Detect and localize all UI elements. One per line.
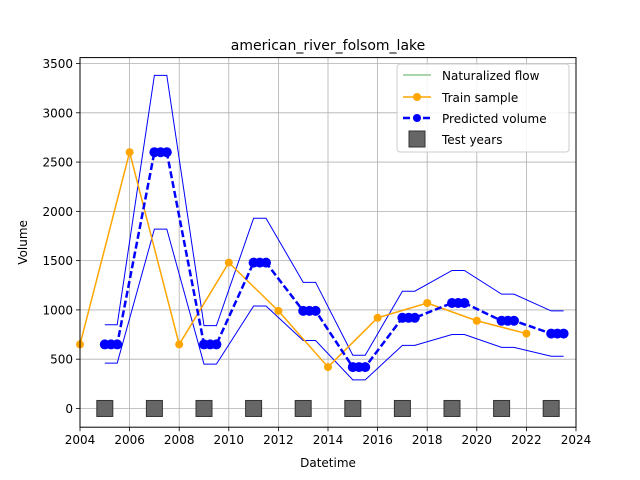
x-tick-label: 2004 (65, 433, 96, 447)
legend-test-label: Test years (441, 133, 502, 147)
legend-predicted-marker (413, 114, 421, 122)
train-sample-point (324, 363, 332, 372)
y-tick-label: 2000 (42, 205, 73, 219)
test-year-marker (542, 399, 560, 417)
train-sample-point (224, 258, 233, 267)
legend-test-swatch (408, 130, 426, 148)
y-tick-label: 500 (50, 353, 73, 367)
predicted-volume-point (211, 339, 222, 350)
x-tick-label: 2024 (561, 433, 592, 447)
x-tick-label: 2022 (511, 433, 542, 447)
train-sample-point (175, 340, 184, 349)
y-axis-label: Volume (16, 220, 30, 265)
legend-train-label: Train sample (441, 91, 518, 105)
x-axis-label: Datetime (300, 456, 356, 470)
y-tick-label: 1500 (42, 254, 73, 268)
train-sample-point (423, 299, 432, 308)
predicted-volume-point (112, 339, 123, 350)
x-tick-label: 2016 (362, 433, 393, 447)
x-tick-label: 2014 (313, 433, 344, 447)
y-axis: 0 500 1000 1500 2000 2500 3000 3500 (42, 57, 80, 416)
test-years-series (96, 399, 560, 417)
predicted-volume-point (360, 362, 371, 373)
predicted-volume-point (310, 305, 321, 316)
x-tick-label: 2010 (214, 433, 245, 447)
train-sample-point (274, 306, 283, 315)
train-sample-point (472, 316, 481, 325)
x-tick-label: 2012 (263, 433, 294, 447)
predicted-volume-point (509, 315, 519, 326)
x-tick-label: 2008 (164, 433, 195, 447)
y-tick-label: 2500 (42, 156, 73, 170)
upper-bound-line (104, 74, 564, 356)
y-tick-label: 3000 (42, 106, 73, 120)
legend: Naturalized flow Train sample Predicted … (396, 63, 570, 153)
chart-title: american_river_folsom_lake (231, 38, 426, 54)
predicted-volume-point (161, 147, 172, 158)
test-year-marker (443, 399, 461, 417)
x-tick-label: 2020 (462, 433, 493, 447)
x-tick-label: 2018 (412, 433, 443, 447)
legend-box (396, 63, 570, 153)
test-year-marker (344, 399, 362, 417)
test-year-marker (294, 399, 312, 417)
train-sample-point (125, 148, 134, 157)
test-year-marker (393, 399, 411, 417)
predicted-volume-point (261, 257, 271, 268)
legend-predicted-label: Predicted volume (442, 112, 547, 126)
test-year-marker (96, 399, 114, 417)
train-sample-point (522, 329, 531, 338)
train-sample-series (76, 148, 531, 372)
predicted-volume-series (99, 147, 569, 373)
test-year-marker (493, 399, 511, 417)
lower-bound-line (104, 228, 564, 381)
legend-train-marker (413, 93, 421, 101)
test-year-marker (145, 399, 163, 417)
test-year-marker (195, 399, 213, 417)
legend-naturalized-label: Naturalized flow (442, 69, 540, 83)
y-tick-label: 1000 (42, 303, 73, 317)
test-year-marker (245, 399, 263, 417)
predicted-volume-point (459, 298, 470, 309)
train-sample-line (79, 152, 527, 369)
train-sample-point (373, 313, 382, 322)
x-axis: 2004 2006 2008 2010 2012 2014 2016 2018 2020 2022… (65, 427, 592, 447)
predicted-volume-point (409, 312, 420, 323)
y-tick-label: 0 (65, 402, 73, 416)
y-tick-label: 3500 (42, 57, 73, 71)
predicted-volume-point (558, 328, 569, 339)
predicted-volume-line (104, 150, 564, 369)
x-tick-label: 2006 (114, 433, 145, 447)
